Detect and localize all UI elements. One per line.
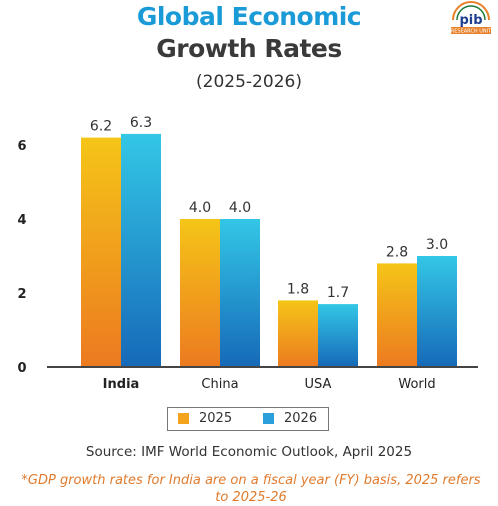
- legend: 2025 2026: [167, 407, 329, 431]
- legend-item-2026: 2026: [263, 411, 317, 426]
- bars: 6.2 6.3 4.0 4.0 1.8 1.7 2.8 3.0: [81, 115, 457, 367]
- bar-china-2025: [180, 219, 220, 367]
- x-tick-label-china: China: [201, 377, 238, 392]
- chart-title-line1: Global Economic: [136, 2, 362, 31]
- x-tick-label-india: India: [103, 377, 140, 392]
- source-note: Source: IMF World Economic Outlook, Apri…: [85, 444, 413, 460]
- legend-item-2025: 2025: [178, 411, 232, 426]
- y-axis: 0 2 4 6: [17, 139, 26, 376]
- bar-world-2025: [377, 263, 417, 367]
- chart-subtitle: (2025-2026): [196, 72, 302, 92]
- data-label: 3.0: [426, 237, 448, 253]
- bar-world-2026: [417, 256, 457, 367]
- y-tick-label: 2: [17, 287, 26, 302]
- legend-swatch-2026: [263, 413, 274, 424]
- y-tick-label: 0: [17, 361, 26, 376]
- data-label: 2.8: [386, 244, 408, 260]
- logo-subtext: RESEARCH UNIT: [451, 29, 492, 35]
- footnote: *GDP growth rates for India are on a fis…: [21, 473, 481, 505]
- bar-usa-2025: [278, 300, 318, 367]
- logo-text: pib: [459, 13, 482, 28]
- data-label: 1.7: [327, 285, 349, 301]
- data-label: 1.8: [287, 281, 309, 297]
- legend-label-2025: 2025: [199, 411, 233, 426]
- y-tick-label: 4: [17, 213, 26, 228]
- bar-india-2025: [81, 137, 121, 367]
- bar-india-2026: [121, 133, 161, 367]
- chart-title-line2: Growth Rates: [156, 34, 342, 63]
- legend-label-2026: 2026: [284, 411, 318, 426]
- legend-swatch-2025: [178, 413, 189, 424]
- pib-logo: pib RESEARCH UNIT: [451, 1, 492, 35]
- data-label: 4.0: [229, 200, 251, 216]
- x-tick-label-world: World: [398, 377, 435, 392]
- data-label: 4.0: [189, 200, 211, 216]
- data-label: 6.3: [130, 115, 152, 131]
- bar-chart: 0 2 4 6 6.2 6.3 4.0 4.0 1.8 1.7 2.8 3.0 India China…: [17, 115, 478, 392]
- bar-china-2026: [220, 219, 260, 367]
- x-tick-label-usa: USA: [305, 377, 332, 392]
- bar-usa-2026: [318, 304, 358, 367]
- x-axis: India China USA World: [47, 366, 478, 392]
- data-label: 6.2: [90, 119, 112, 135]
- y-tick-label: 6: [17, 139, 26, 154]
